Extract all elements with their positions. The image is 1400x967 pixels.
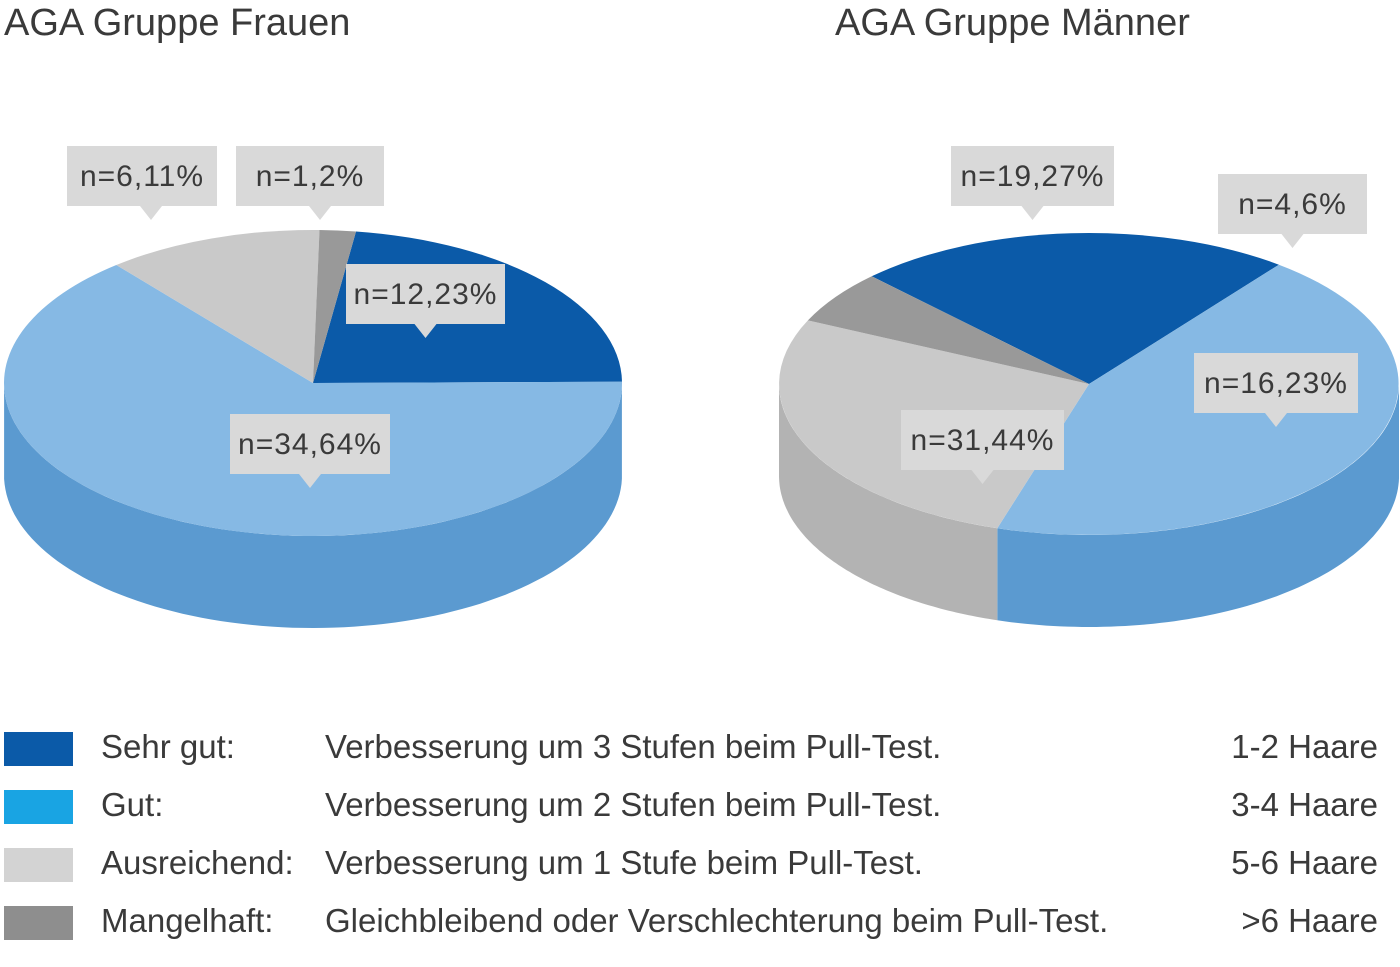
pie-maenner: n=16,23% n=31,44% n=19,27% n=4,6% [779,146,1399,627]
pie-slice-gut [4,265,623,536]
legend-value: 5-6 Haare [1231,844,1378,881]
callout-ausreichend: n=6,11% [67,146,217,220]
legend-row-sehr-gut: Sehr gut: Verbesserung um 3 Stufen beim … [0,718,1400,768]
legend-description: Verbesserung um 1 Stufe beim Pull-Test. [325,844,923,881]
data-label-mangelhaft: n=4,6% [1238,188,1347,221]
callout-box [951,146,1114,220]
legend-row-ausreichend: Ausreichend: Verbesserung um 1 Stufe bei… [0,834,1400,884]
data-label-gut: n=31,44% [911,424,1055,457]
legend-swatch-sehr-gut [4,732,73,766]
data-label-ausreichend: n=6,11% [80,160,204,193]
callout-box [67,146,217,220]
legend-row-mangelhaft: Mangelhaft: Gleichbleibend oder Verschle… [0,892,1400,942]
data-label-sehr-gut: n=12,23% [354,278,498,311]
pie-side-gut [997,386,1399,627]
pie-side-ausreichend [779,384,998,621]
callout-gut: n=31,44% [901,410,1064,484]
legend-value: 1-2 Haare [1231,728,1378,765]
legend-label: Sehr gut: [101,728,235,765]
legend-swatch-mangelhaft [4,906,73,940]
chart-title-frauen: AGA Gruppe Frauen [4,2,351,44]
pie-frauen: n=12,23% n=34,64% n=6,11% n=1,2% [4,146,623,628]
pie-slice-mangelhaft [807,276,1089,384]
data-label-gut: n=34,64% [238,428,382,461]
legend-description: Gleichbleibend oder Verschlechterung bei… [325,902,1109,939]
callout-sehr-gut: n=16,23% [1194,353,1358,427]
legend-label: Ausreichend: [101,844,294,881]
data-label-sehr-gut: n=16,23% [1204,367,1348,400]
legend-swatch-ausreichend [4,848,73,882]
legend-row-gut: Gut: Verbesserung um 2 Stufen beim Pull-… [0,776,1400,826]
pie-slice-sehr-gut [871,233,1279,384]
chart-title-maenner: AGA Gruppe Männer [835,2,1190,44]
data-label-ausreichend: n=19,27% [961,160,1105,193]
legend-value: >6 Haare [1241,902,1378,939]
callout-mangelhaft: n=4,6% [1218,174,1367,248]
legend-label: Mangelhaft: [101,902,274,939]
legend-swatch-gut [4,790,73,824]
legend-label: Gut: [101,786,164,823]
pie-slice-ausreichend [116,229,320,383]
data-label-mangelhaft: n=1,2% [256,160,365,193]
callout-sehr-gut: n=12,23% [346,264,505,338]
callout-box [236,146,384,220]
legend-description: Verbesserung um 3 Stufen beim Pull-Test. [325,728,942,765]
callout-box [901,410,1064,484]
legend-value: 3-4 Haare [1231,786,1378,823]
callout-ausreichend: n=19,27% [951,146,1114,220]
pie-side-gut [4,386,622,628]
callout-box [346,264,505,338]
callout-box [1218,174,1367,248]
callout-gut: n=34,64% [230,414,390,488]
pie-charts: n=12,23%n=34,64%n=6,11% n=1,2% n=16,23%n=… [4,146,1399,628]
callout-mangelhaft: n=1,2% [236,146,384,220]
callout-box [1194,353,1358,427]
callout-box [230,414,390,488]
pie-slice-mangelhaft [313,230,356,383]
legend-description: Verbesserung um 2 Stufen beim Pull-Test. [325,786,942,823]
